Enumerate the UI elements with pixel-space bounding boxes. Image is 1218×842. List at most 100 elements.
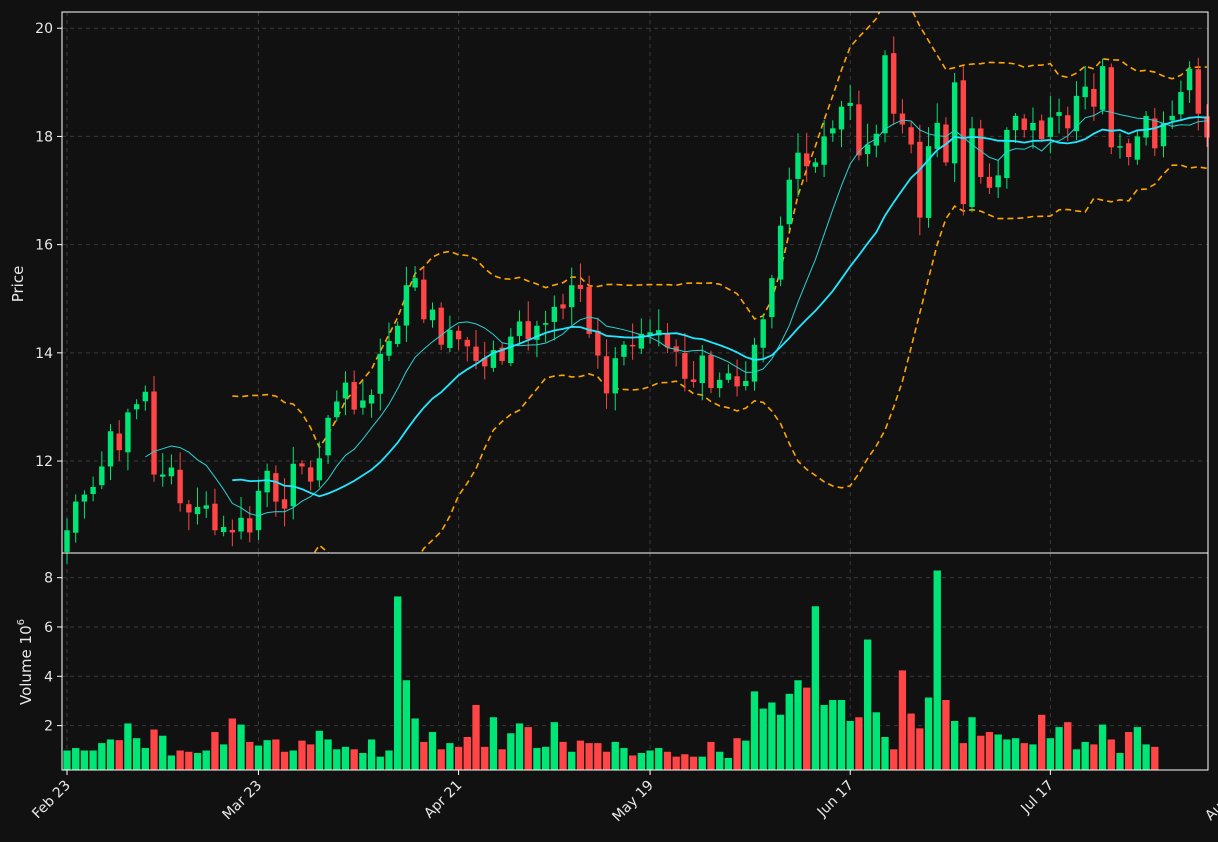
candle-body [812,162,819,167]
candle-body [412,278,418,288]
candle-body [1073,95,1080,132]
volume-bar [1107,738,1116,771]
candle [534,320,540,358]
candle-body [455,330,462,340]
candle-body [917,141,923,218]
volume-bar [689,756,698,771]
candle-body [1056,112,1062,116]
volume-bar [898,669,907,771]
bollinger-bands [232,12,1208,553]
volume-bar [358,752,368,771]
candle-body [220,527,227,533]
candle-body [281,499,288,509]
candle-body [229,529,236,533]
price-tick-label: 14 [35,346,53,362]
volume-bar [219,743,228,771]
candle-body [751,344,758,382]
candle-body [238,517,244,532]
volume-bar [1115,752,1125,771]
volume-bar [463,736,472,771]
candle-body [995,175,1001,188]
volume-bar [541,746,550,771]
volume-bar [1081,741,1090,771]
candle-body [316,458,323,481]
volume-bar [193,752,202,771]
volume-bar [550,721,559,771]
candle-body [177,469,183,504]
candle [342,371,349,416]
volume-bar [872,711,881,771]
volume-bar [228,717,237,771]
volume-bar [402,679,411,771]
candle [769,274,775,329]
candle [186,499,192,531]
candle [229,519,236,547]
volume-bar [1098,724,1107,771]
candle-body [612,358,618,394]
candle-body [212,503,218,531]
volume-bar [567,751,576,771]
volume-bar [846,720,855,771]
volume-bar [1054,726,1064,771]
volume-bar [367,738,376,771]
candle-body [603,356,610,394]
candle [403,266,410,342]
volume-bar [1020,742,1029,771]
volume-bar [915,727,924,771]
volume-bar [175,750,185,771]
volume-bar [323,738,333,771]
volume-bar [454,746,463,771]
candle [734,359,740,397]
volume-bar [245,741,254,771]
candle [917,124,923,236]
volume-bar [306,743,315,771]
candle-body [1082,86,1088,98]
candle-body [1004,129,1010,179]
volume-bar [654,747,663,771]
candle-body [247,518,253,533]
volume-bar [602,751,611,771]
fast-ma-line [145,109,1208,517]
candle [142,385,149,411]
volume-bar [628,754,637,771]
candle [429,302,436,328]
candle-body [290,463,296,507]
volume-bar [393,595,402,771]
volume-bar [71,747,80,771]
candle [1178,80,1184,122]
volume-bar [332,748,341,771]
candle [1169,100,1175,129]
volume-y-ticks: 2 4 6 8 [44,571,62,735]
volume-bar [584,742,594,771]
candle-body [891,53,897,114]
candle [1152,107,1158,157]
candle-body [1178,92,1184,115]
candle-body [986,176,993,188]
candle-body [368,395,375,404]
volume-bar [941,699,951,771]
candle-body [351,382,357,410]
candle-body [542,323,549,325]
volume-bar [1002,738,1012,771]
volume-bar [123,722,133,771]
candle-body [734,376,740,387]
volume-bar [480,746,489,771]
volume-bar [863,639,872,771]
candle-body [969,128,975,207]
candle [107,424,114,481]
candle [255,479,262,541]
candle-body [194,507,201,515]
candle-body [1152,118,1158,149]
candle [647,319,653,344]
volume-bar [80,750,89,771]
candle [421,267,427,324]
volume-bar [776,714,785,771]
volume-bar [959,742,968,771]
candle [447,315,453,353]
bollinger-upper-line [232,12,1208,450]
candle-body [1160,122,1167,147]
candle [751,337,758,391]
candle-body [299,463,305,467]
candle-body [743,380,749,387]
candle [64,518,70,564]
